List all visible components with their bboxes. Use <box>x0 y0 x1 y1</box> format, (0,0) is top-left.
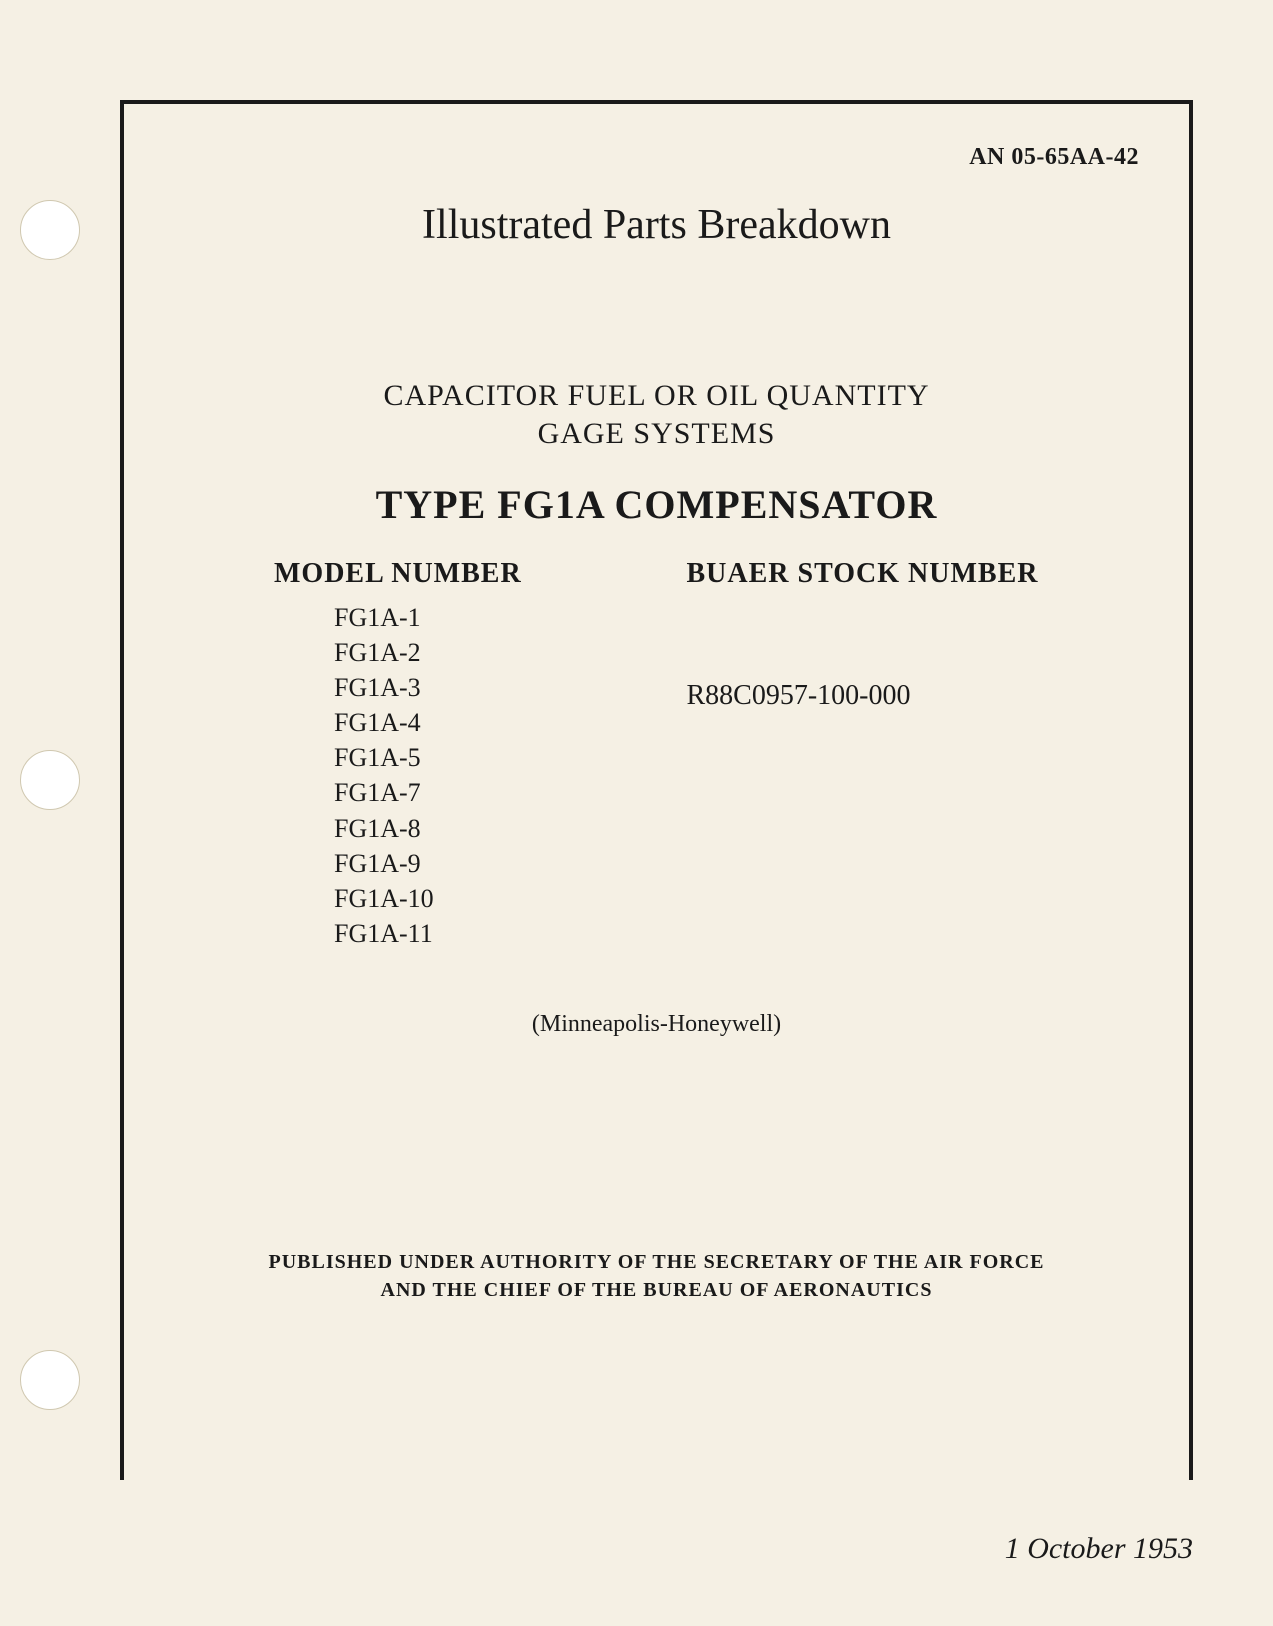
stock-number: R88C0957-100-000 <box>687 680 1100 712</box>
manufacturer: (Minneapolis-Honeywell) <box>174 1011 1139 1038</box>
model-item: FG1A-9 <box>334 846 687 881</box>
model-item: FG1A-7 <box>334 775 687 810</box>
page-container: AN 05-65AA-42 Illustrated Parts Breakdow… <box>0 0 1273 1626</box>
model-item: FG1A-11 <box>334 916 687 951</box>
stock-column: BUAER STOCK NUMBER R88C0957-100-000 <box>687 558 1100 951</box>
type-title: TYPE FG1A COMPENSATOR <box>174 481 1139 528</box>
columns-container: MODEL NUMBER FG1A-1 FG1A-2 FG1A-3 FG1A-4… <box>174 558 1139 951</box>
subtitle-line-2: GAGE SYSTEMS <box>174 417 1139 451</box>
model-item: FG1A-8 <box>334 811 687 846</box>
model-list: FG1A-1 FG1A-2 FG1A-3 FG1A-4 FG1A-5 FG1A-… <box>274 600 687 951</box>
model-item: FG1A-1 <box>334 600 687 635</box>
model-header: MODEL NUMBER <box>274 558 687 590</box>
main-title: Illustrated Parts Breakdown <box>174 201 1139 249</box>
stock-header: BUAER STOCK NUMBER <box>687 558 1100 590</box>
model-item: FG1A-10 <box>334 881 687 916</box>
authority-line-2: AND THE CHIEF OF THE BUREAU OF AERONAUTI… <box>174 1276 1139 1304</box>
model-item: FG1A-5 <box>334 740 687 775</box>
subtitle-line-1: CAPACITOR FUEL OR OIL QUANTITY <box>174 379 1139 413</box>
model-item: FG1A-2 <box>334 635 687 670</box>
authority-text: PUBLISHED UNDER AUTHORITY OF THE SECRETA… <box>174 1248 1139 1304</box>
document-number: AN 05-65AA-42 <box>174 144 1139 171</box>
publication-date: 1 October 1953 <box>1005 1532 1193 1566</box>
authority-line-1: PUBLISHED UNDER AUTHORITY OF THE SECRETA… <box>174 1248 1139 1276</box>
content-frame: AN 05-65AA-42 Illustrated Parts Breakdow… <box>120 100 1193 1480</box>
model-item: FG1A-4 <box>334 705 687 740</box>
model-column: MODEL NUMBER FG1A-1 FG1A-2 FG1A-3 FG1A-4… <box>274 558 687 951</box>
model-item: FG1A-3 <box>334 670 687 705</box>
